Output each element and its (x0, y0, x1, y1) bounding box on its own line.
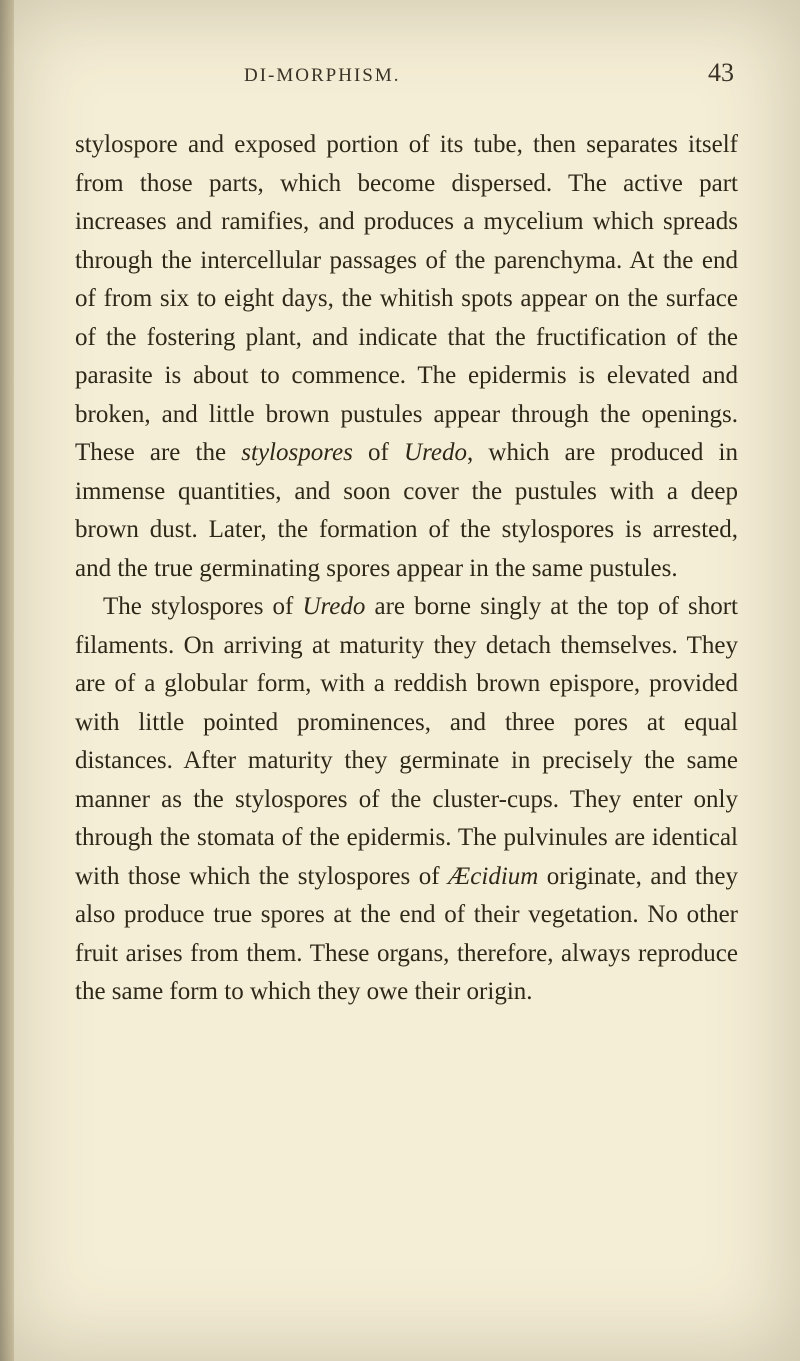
page-container: DI-MORPHISM. 43 stylospore and exposed p… (0, 0, 800, 1361)
italic-text: Uredo (404, 439, 467, 466)
running-head: DI-MORPHISM. (244, 65, 401, 87)
page-number: 43 (708, 58, 734, 88)
italic-text: stylospores (241, 439, 353, 466)
body-text: stylospore and exposed portion of its tu… (75, 126, 738, 1012)
paragraph: The stylospores of Uredo are borne singl… (75, 588, 738, 1012)
text-run: The stylospores of (103, 593, 302, 620)
italic-text: Uredo (302, 593, 365, 620)
italic-text: Æcidium (448, 863, 538, 890)
text-run: of (353, 439, 404, 466)
page-header: DI-MORPHISM. 43 (75, 58, 738, 88)
text-run: stylospore and exposed portion of its tu… (75, 131, 738, 466)
paragraph: stylospore and exposed portion of its tu… (75, 126, 738, 588)
text-run: are borne singly at the top of short fil… (75, 593, 738, 890)
